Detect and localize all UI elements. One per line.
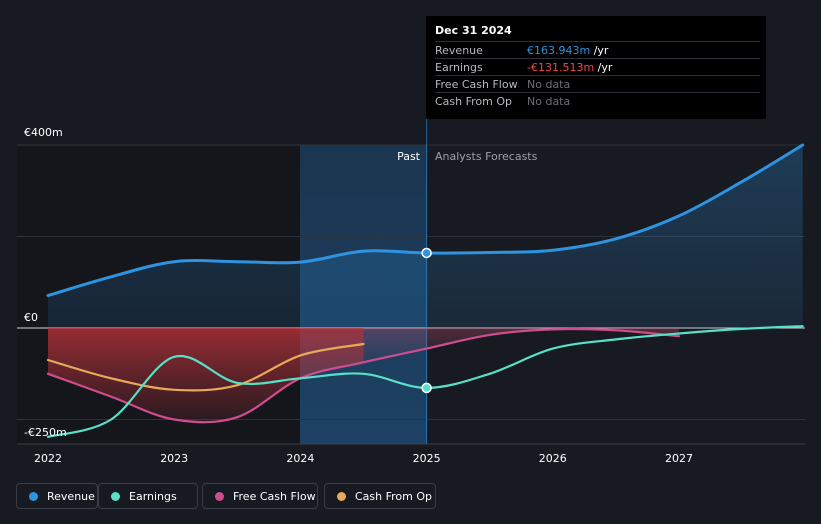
negative-area-past bbox=[48, 328, 364, 423]
forecast-label: Analysts Forecasts bbox=[435, 150, 538, 163]
tooltip-label: Cash From Op bbox=[435, 95, 513, 108]
y-tick-label: €400m bbox=[24, 126, 63, 139]
legend-label: Free Cash Flow bbox=[233, 489, 316, 503]
x-tick-label: 2022 bbox=[34, 452, 62, 465]
tooltip-row-free-cash-flow: Free Cash Flow No data bbox=[435, 75, 760, 93]
revenue-area bbox=[48, 145, 803, 328]
tooltip-value: -€131.513m bbox=[527, 61, 595, 74]
earnings-marker bbox=[421, 382, 432, 394]
cash-from-op-line bbox=[46, 342, 365, 392]
area-fills bbox=[48, 145, 803, 423]
tooltip-label: Earnings bbox=[435, 61, 483, 74]
earnings-dot-icon bbox=[111, 491, 120, 501]
legend-item-earnings[interactable]: Earnings bbox=[98, 483, 198, 509]
tooltip-date: Dec 31 2024 bbox=[435, 24, 512, 37]
x-tick-label: 2024 bbox=[286, 452, 314, 465]
y-tick-label: €0 bbox=[24, 311, 38, 324]
x-tick-label: 2025 bbox=[413, 452, 441, 465]
tooltip: Dec 31 2024 Revenue €163.943m /yr Earnin… bbox=[426, 16, 766, 119]
legend-label: Cash From Op bbox=[355, 489, 433, 503]
x-tick-label: 2026 bbox=[539, 452, 567, 465]
revenue-dot-icon bbox=[29, 491, 38, 501]
y-tick-label: -€250m bbox=[24, 426, 67, 439]
free-cash-flow-dot-icon bbox=[215, 491, 224, 501]
tooltip-value: No data bbox=[527, 95, 571, 108]
legend-item-revenue[interactable]: Revenue bbox=[16, 483, 98, 509]
tooltip-row-revenue: Revenue €163.943m /yr bbox=[435, 41, 760, 59]
legend-label: Revenue bbox=[47, 489, 95, 503]
cash-from-op-dot-icon bbox=[337, 491, 346, 501]
free-cash-flow-line bbox=[46, 327, 681, 424]
tooltip-row-earnings: Earnings -€131.513m /yr bbox=[435, 58, 760, 76]
tooltip-value: No data bbox=[527, 78, 571, 91]
tooltip-label: Revenue bbox=[435, 44, 483, 57]
tooltip-value: €163.943m bbox=[527, 44, 591, 57]
past-label: Past bbox=[397, 150, 421, 163]
legend-item-cash-from-op[interactable]: Cash From Op bbox=[324, 483, 436, 509]
legend-item-free-cash-flow[interactable]: Free Cash Flow bbox=[202, 483, 318, 509]
tooltip-unit: /yr bbox=[594, 61, 613, 74]
tooltip-row-cash-from-op: Cash From Op No data bbox=[435, 92, 760, 110]
x-tick-label: 2023 bbox=[160, 452, 188, 465]
negative-area-forecast bbox=[363, 328, 679, 363]
x-tick-label: 2027 bbox=[665, 452, 693, 465]
tooltip-unit: /yr bbox=[590, 44, 609, 57]
axis-labels: 2022 2023 2024 2025 2026 2027 €400m €0 -€250m bbox=[24, 126, 693, 465]
legend-label: Earnings bbox=[129, 489, 177, 503]
tooltip-label: Free Cash Flow bbox=[435, 78, 518, 91]
revenue-marker bbox=[421, 247, 432, 259]
highlight-markers bbox=[421, 247, 432, 394]
